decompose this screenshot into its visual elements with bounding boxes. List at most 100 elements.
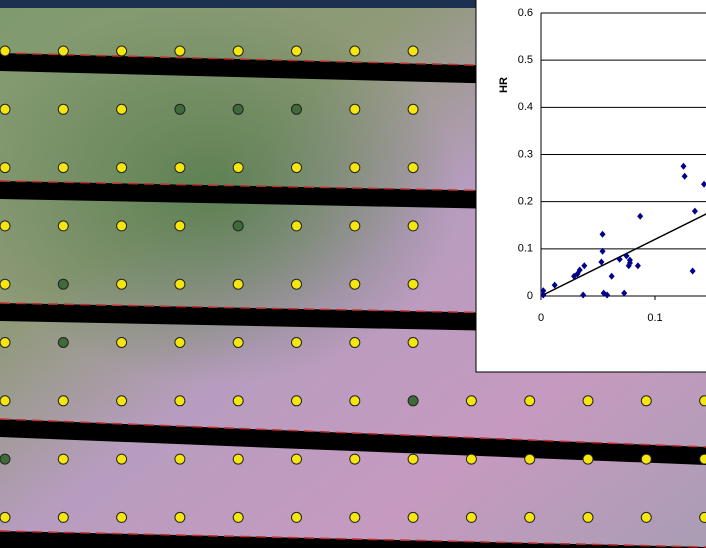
sample-point bbox=[233, 338, 243, 348]
sample-point bbox=[525, 454, 535, 464]
sample-point bbox=[233, 46, 243, 56]
sample-point bbox=[350, 338, 360, 348]
sample-point bbox=[58, 512, 68, 522]
sample-point bbox=[233, 396, 243, 406]
sample-point bbox=[58, 163, 68, 173]
sample-point bbox=[292, 338, 302, 348]
y-tick-label: 0.6 bbox=[518, 7, 533, 19]
y-tick-label: 0.3 bbox=[518, 148, 533, 160]
sample-point bbox=[233, 163, 243, 173]
sample-point bbox=[350, 512, 360, 522]
sample-point bbox=[117, 221, 127, 231]
sample-point bbox=[292, 512, 302, 522]
sample-point bbox=[641, 396, 651, 406]
sample-point bbox=[583, 396, 593, 406]
y-tick-label: 0.2 bbox=[518, 196, 533, 208]
top-band bbox=[0, 0, 476, 8]
sample-point bbox=[350, 104, 360, 114]
sample-point bbox=[0, 338, 10, 348]
sample-point bbox=[292, 163, 302, 173]
sample-point bbox=[117, 104, 127, 114]
sample-point bbox=[583, 512, 593, 522]
sample-point bbox=[700, 512, 706, 522]
y-tick-label: 0 bbox=[527, 290, 533, 302]
sample-point bbox=[233, 279, 243, 289]
sample-point bbox=[408, 396, 418, 406]
sample-point bbox=[408, 163, 418, 173]
sample-point bbox=[350, 279, 360, 289]
sample-point bbox=[117, 454, 127, 464]
x-tick-label: 0.1 bbox=[647, 312, 662, 324]
y-tick-label: 0.4 bbox=[518, 101, 533, 113]
y-axis-label: HR bbox=[498, 77, 510, 93]
sample-point bbox=[175, 221, 185, 231]
sample-point bbox=[117, 512, 127, 522]
sample-point bbox=[233, 221, 243, 231]
sample-point bbox=[292, 279, 302, 289]
sample-point bbox=[408, 338, 418, 348]
sample-point bbox=[350, 454, 360, 464]
sample-point bbox=[641, 454, 651, 464]
sample-point bbox=[700, 396, 706, 406]
sample-point bbox=[292, 396, 302, 406]
sample-point bbox=[408, 279, 418, 289]
sample-point bbox=[408, 46, 418, 56]
sample-point bbox=[700, 454, 706, 464]
sample-point bbox=[0, 396, 10, 406]
sample-point bbox=[525, 396, 535, 406]
sample-point bbox=[525, 512, 535, 522]
sample-point bbox=[0, 279, 10, 289]
figure: HR 0 0.1 0.2 0.3 0.4 0.5 0.6 0 0.1 bbox=[0, 0, 706, 548]
sample-point bbox=[641, 512, 651, 522]
sample-point bbox=[408, 104, 418, 114]
sample-point bbox=[350, 46, 360, 56]
sample-point bbox=[58, 221, 68, 231]
sample-point bbox=[0, 221, 10, 231]
sample-point bbox=[175, 512, 185, 522]
sample-point bbox=[117, 279, 127, 289]
y-tick-label: 0.5 bbox=[518, 54, 533, 66]
sample-point bbox=[117, 46, 127, 56]
sample-point bbox=[0, 512, 10, 522]
chart-panel bbox=[476, 0, 706, 372]
sample-point bbox=[58, 46, 68, 56]
sample-point bbox=[350, 163, 360, 173]
sample-point bbox=[0, 454, 10, 464]
sample-point bbox=[233, 104, 243, 114]
sample-point bbox=[408, 454, 418, 464]
sample-point bbox=[466, 396, 476, 406]
sample-point bbox=[58, 454, 68, 464]
sample-point bbox=[0, 46, 10, 56]
sample-point bbox=[292, 221, 302, 231]
sample-point bbox=[0, 163, 10, 173]
sample-point bbox=[292, 46, 302, 56]
sample-point bbox=[58, 279, 68, 289]
sample-point bbox=[58, 104, 68, 114]
sample-point bbox=[175, 454, 185, 464]
sample-point bbox=[233, 512, 243, 522]
sample-point bbox=[117, 338, 127, 348]
sample-point bbox=[175, 279, 185, 289]
y-tick-label: 0.1 bbox=[518, 243, 533, 255]
sample-point bbox=[233, 454, 243, 464]
sample-point bbox=[292, 454, 302, 464]
sample-point bbox=[175, 396, 185, 406]
sample-point bbox=[175, 163, 185, 173]
sample-point bbox=[350, 396, 360, 406]
sample-point bbox=[117, 396, 127, 406]
sample-point bbox=[117, 163, 127, 173]
sample-point bbox=[292, 104, 302, 114]
sample-point bbox=[350, 221, 360, 231]
sample-point bbox=[175, 338, 185, 348]
sample-point bbox=[466, 454, 476, 464]
sample-point bbox=[58, 396, 68, 406]
sample-point bbox=[583, 454, 593, 464]
sample-point bbox=[175, 104, 185, 114]
sample-point bbox=[466, 512, 476, 522]
sample-point bbox=[408, 221, 418, 231]
x-tick-label: 0 bbox=[538, 312, 544, 324]
sample-point bbox=[0, 104, 10, 114]
sample-point bbox=[408, 512, 418, 522]
sample-point bbox=[175, 46, 185, 56]
sample-point bbox=[58, 338, 68, 348]
